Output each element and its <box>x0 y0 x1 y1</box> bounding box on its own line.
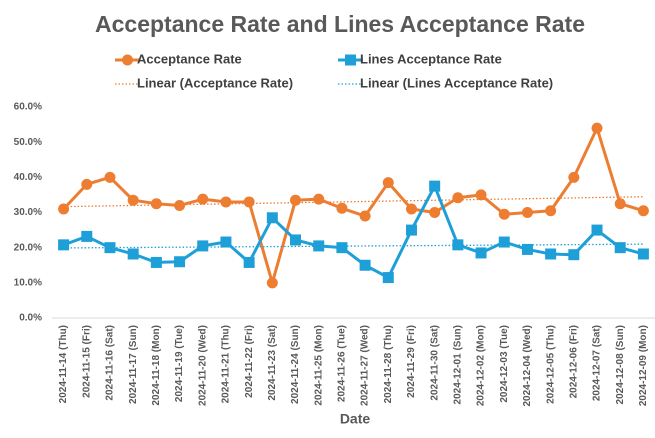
marker <box>614 242 626 254</box>
marker <box>150 198 162 210</box>
marker <box>568 249 580 261</box>
x-tick-label: 2024-11-29 (Fri) <box>406 325 417 398</box>
x-tick-label: 2024-11-16 (Sat) <box>105 325 116 401</box>
marker <box>591 122 603 134</box>
marker <box>243 196 255 208</box>
marker <box>104 242 116 254</box>
marker <box>336 242 348 254</box>
x-tick-label: 2024-11-14 (Thu) <box>58 325 69 403</box>
marker <box>150 256 162 268</box>
marker <box>568 171 580 183</box>
marker <box>197 240 209 252</box>
x-tick-label: 2024-12-07 (Sat) <box>592 325 603 401</box>
marker <box>382 177 394 189</box>
marker <box>359 210 371 222</box>
legend-label: Linear (Lines Acceptance Rate) <box>360 75 553 90</box>
y-tick-label: 60.0% <box>14 102 42 113</box>
marker <box>290 234 302 246</box>
x-tick-label: 2024-12-02 (Mon) <box>476 325 487 406</box>
x-tick-label: 2024-11-22 (Fri) <box>244 325 255 398</box>
marker <box>174 199 186 211</box>
marker <box>313 240 325 252</box>
marker <box>266 212 278 224</box>
x-tick-label: 2024-12-08 (Sun) <box>615 325 626 404</box>
marker <box>81 230 93 242</box>
x-tick-label: 2024-12-01 (Sun) <box>453 325 464 404</box>
x-tick-label: 2024-11-30 (Sat) <box>429 325 440 401</box>
x-tick-label: 2024-12-05 (Thu) <box>545 325 556 404</box>
marker <box>591 224 603 236</box>
x-tick-label: 2024-11-27 (Wed) <box>360 325 371 406</box>
y-tick-label: 50.0% <box>14 137 42 148</box>
x-tick-label: 2024-12-06 (Fri) <box>568 325 579 398</box>
x-tick-label: 2024-12-04 (Wed) <box>522 325 533 407</box>
marker <box>127 248 139 260</box>
x-tick-label: 2024-11-23 (Sat) <box>267 325 278 401</box>
legend-label: Linear (Acceptance Rate) <box>137 75 293 90</box>
marker <box>637 205 649 217</box>
marker <box>336 202 348 214</box>
legend-marker <box>345 54 356 66</box>
x-tick-label: 2024-11-19 (Tue) <box>174 325 185 402</box>
marker <box>405 203 417 215</box>
x-tick-label: 2024-11-15 (Fri) <box>81 325 92 398</box>
y-tick-label: 0.0% <box>19 313 42 324</box>
marker <box>429 207 441 218</box>
legend-label: Lines Acceptance Rate <box>360 51 502 66</box>
marker <box>220 196 232 208</box>
x-tick-label: 2024-11-20 (Wed) <box>197 325 208 406</box>
x-axis-title: Date <box>340 411 371 427</box>
x-tick-label: 2024-12-03 (Tue) <box>499 325 510 403</box>
marker <box>382 272 394 284</box>
marker <box>475 247 487 259</box>
marker <box>127 194 139 206</box>
legend-marker <box>122 54 133 66</box>
marker <box>220 236 232 248</box>
marker <box>405 224 417 236</box>
marker <box>290 194 302 206</box>
marker <box>452 192 464 204</box>
marker <box>545 248 557 260</box>
y-tick-label: 30.0% <box>14 207 42 218</box>
marker <box>174 256 186 268</box>
marker <box>197 193 209 205</box>
x-tick-label: 2024-12-09 (Mon) <box>638 325 649 406</box>
trendline <box>63 243 644 249</box>
marker <box>498 236 510 248</box>
x-tick-label: 2024-11-17 (Sun) <box>128 325 139 404</box>
x-tick-label: 2024-11-28 (Thu) <box>383 325 394 403</box>
chart-title: Acceptance Rate and Lines Acceptance Rat… <box>95 11 585 37</box>
x-tick-label: 2024-11-21 (Thu) <box>221 325 232 403</box>
x-tick-label: 2024-11-26 (Tue) <box>337 325 348 402</box>
y-tick-label: 10.0% <box>14 277 42 288</box>
marker <box>452 239 464 251</box>
x-tick-label: 2024-11-18 (Mon) <box>151 325 162 406</box>
marker <box>545 205 557 217</box>
marker <box>58 239 70 251</box>
marker <box>266 277 278 289</box>
marker <box>614 198 626 210</box>
marker <box>359 259 371 271</box>
marker <box>104 171 116 183</box>
marker <box>521 207 533 218</box>
y-tick-label: 20.0% <box>14 242 42 253</box>
x-tick-label: 2024-11-25 (Mon) <box>313 325 324 406</box>
marker <box>475 189 487 201</box>
marker <box>313 193 325 205</box>
x-tick-label: 2024-11-24 (Sun) <box>290 325 301 404</box>
trendline <box>63 196 644 208</box>
marker <box>58 203 70 215</box>
y-tick-label: 40.0% <box>14 172 42 183</box>
marker <box>429 180 441 192</box>
marker <box>81 178 93 190</box>
legend-label: Acceptance Rate <box>137 51 242 66</box>
marker <box>243 256 255 268</box>
marker <box>637 248 649 260</box>
marker <box>498 208 510 220</box>
marker <box>521 243 533 255</box>
